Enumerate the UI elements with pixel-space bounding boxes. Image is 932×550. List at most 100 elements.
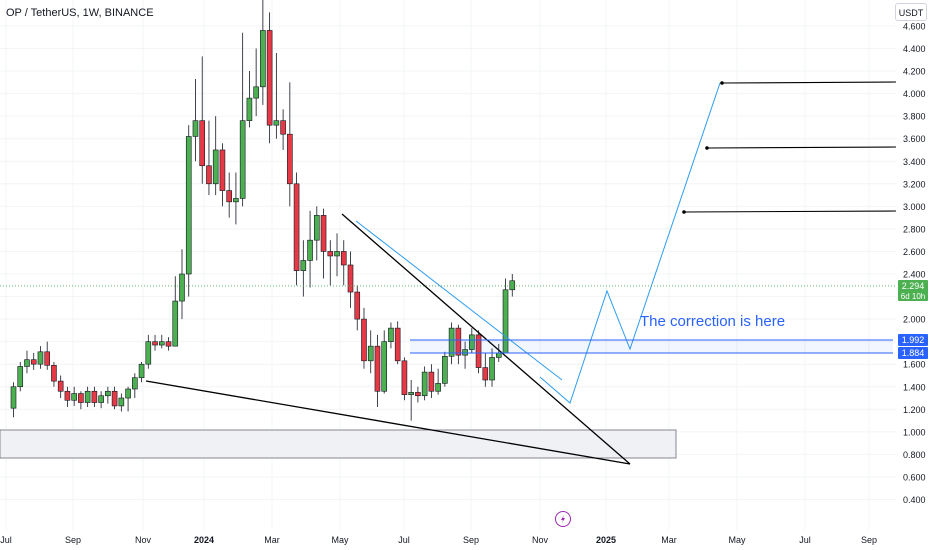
candle[interactable] xyxy=(354,285,361,331)
candle[interactable] xyxy=(57,375,64,399)
candle[interactable] xyxy=(246,71,253,128)
candle[interactable] xyxy=(91,386,98,408)
target-line-2[interactable] xyxy=(706,146,897,149)
candle[interactable] xyxy=(98,391,104,409)
candle[interactable] xyxy=(374,334,381,408)
candle[interactable] xyxy=(226,172,232,218)
candle-body xyxy=(30,359,37,365)
candle-body xyxy=(381,341,388,392)
candle[interactable] xyxy=(475,330,482,374)
candle[interactable] xyxy=(192,78,199,162)
candle[interactable] xyxy=(64,386,71,408)
target-dot-2[interactable] xyxy=(705,146,709,150)
projection-path[interactable] xyxy=(539,82,721,404)
candle[interactable] xyxy=(118,393,125,412)
candle-body xyxy=(334,251,340,257)
candle[interactable] xyxy=(44,341,51,370)
candle[interactable] xyxy=(334,233,340,277)
candle[interactable] xyxy=(300,240,307,297)
candle[interactable] xyxy=(212,116,219,196)
candle[interactable] xyxy=(158,334,165,349)
candle[interactable] xyxy=(239,32,246,207)
candle[interactable] xyxy=(408,379,414,421)
target-line-3[interactable] xyxy=(721,81,897,84)
candles[interactable] xyxy=(10,0,516,421)
candle[interactable] xyxy=(435,368,441,395)
candle[interactable] xyxy=(185,125,192,297)
currency-button[interactable]: USDT xyxy=(895,3,927,21)
candle[interactable] xyxy=(105,386,111,404)
candle[interactable] xyxy=(280,109,286,150)
candle[interactable] xyxy=(132,373,138,399)
wedge-upper-trendline[interactable] xyxy=(341,213,631,465)
candle[interactable] xyxy=(320,208,327,279)
candle[interactable] xyxy=(347,251,354,308)
candle[interactable] xyxy=(455,324,462,365)
target-line-1[interactable] xyxy=(683,210,897,213)
candle[interactable] xyxy=(415,386,421,403)
candle[interactable] xyxy=(152,334,158,351)
candle[interactable] xyxy=(179,249,185,320)
wedge-lower-trendline[interactable] xyxy=(145,380,631,465)
candle[interactable] xyxy=(17,361,24,392)
target-dot-3[interactable] xyxy=(720,81,724,85)
candle[interactable] xyxy=(273,53,280,139)
candle[interactable] xyxy=(469,328,475,353)
candle[interactable] xyxy=(172,276,179,347)
candle[interactable] xyxy=(307,210,313,288)
candle[interactable] xyxy=(421,366,428,401)
candle[interactable] xyxy=(260,0,266,105)
candle[interactable] xyxy=(253,48,259,117)
candle[interactable] xyxy=(462,341,468,369)
y-tick-label: 0.400 xyxy=(903,495,926,505)
candle[interactable] xyxy=(78,391,84,410)
candle[interactable] xyxy=(361,307,367,369)
candle[interactable] xyxy=(428,364,435,399)
candle[interactable] xyxy=(327,240,334,286)
candle[interactable] xyxy=(448,322,455,365)
candle-body xyxy=(361,318,367,362)
candle[interactable] xyxy=(313,206,320,261)
candle[interactable] xyxy=(219,143,226,207)
candle[interactable] xyxy=(37,346,44,369)
candle[interactable] xyxy=(442,351,448,387)
candle[interactable] xyxy=(125,386,131,412)
lightning-icon xyxy=(561,515,565,523)
candle[interactable] xyxy=(367,330,374,374)
target-dot-1[interactable] xyxy=(682,210,686,214)
candle[interactable] xyxy=(388,322,394,349)
candle[interactable] xyxy=(233,172,239,225)
candle-body xyxy=(455,327,462,356)
drawings[interactable]: The correction is here xyxy=(145,81,897,465)
candle-body xyxy=(482,367,489,381)
candle[interactable] xyxy=(111,386,118,410)
candle-body xyxy=(24,359,30,367)
breakout-box[interactable] xyxy=(410,340,893,353)
candle[interactable] xyxy=(24,350,30,374)
candle[interactable] xyxy=(206,120,212,196)
candle[interactable] xyxy=(71,386,77,406)
candle[interactable] xyxy=(138,361,145,383)
candle[interactable] xyxy=(482,352,489,387)
candle[interactable] xyxy=(51,361,57,387)
candle[interactable] xyxy=(266,12,273,144)
candle-body xyxy=(206,165,212,185)
candle[interactable] xyxy=(165,337,172,351)
candle[interactable] xyxy=(509,274,516,297)
candle[interactable] xyxy=(199,56,206,184)
candle[interactable] xyxy=(287,82,293,207)
candle[interactable] xyxy=(381,330,388,394)
candle[interactable] xyxy=(84,386,91,408)
candle[interactable] xyxy=(145,334,152,369)
candle[interactable] xyxy=(340,240,347,286)
candle[interactable] xyxy=(489,348,495,387)
candle[interactable] xyxy=(293,172,300,286)
candle-body xyxy=(448,327,455,357)
candle[interactable] xyxy=(401,357,408,401)
candle[interactable] xyxy=(30,352,37,370)
candle[interactable] xyxy=(10,382,17,418)
events-badge[interactable] xyxy=(555,511,571,527)
candle[interactable] xyxy=(394,321,401,365)
